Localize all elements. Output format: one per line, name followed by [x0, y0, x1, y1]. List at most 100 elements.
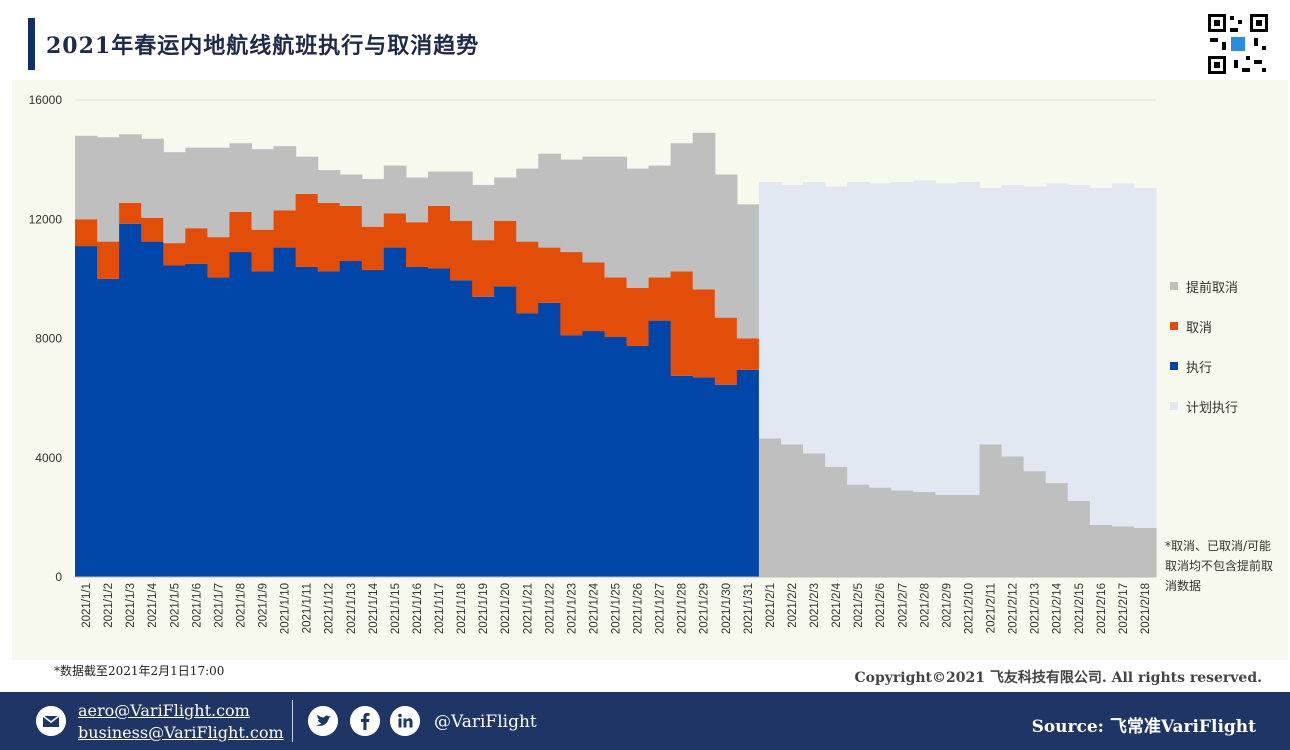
y-tick-label: 16000	[29, 93, 63, 107]
bar-segment-executed	[339, 260, 363, 577]
bar-segment-planned	[1067, 184, 1091, 501]
bar-segment-advance-cancel	[383, 165, 407, 214]
bar-segment-cancelled	[361, 226, 385, 270]
x-tick-label: 2021/2/14	[1052, 582, 1064, 634]
bar-segment-executed	[75, 246, 98, 578]
x-tick-label: 2021/2/7	[897, 583, 909, 628]
x-tick-label: 2021/1/20	[500, 583, 512, 634]
y-tick-label: 12000	[29, 212, 63, 226]
twitter-icon[interactable]	[308, 706, 338, 736]
bar-segment-planned	[1001, 184, 1025, 457]
x-tick-label: 2021/1/14	[368, 582, 380, 634]
x-tick-label: 2021/2/12	[1008, 583, 1020, 634]
x-tick-label: 2021/2/6	[875, 583, 887, 628]
bar-segment-executed	[295, 266, 319, 577]
x-tick-label: 2021/1/19	[478, 583, 490, 634]
x-tick-label: 2021/1/2	[103, 583, 115, 628]
x-tick-label: 2021/1/15	[390, 583, 402, 634]
footer-divider	[292, 700, 293, 742]
x-tick-label: 2021/2/2	[787, 583, 799, 628]
bar-segment-cancelled	[516, 241, 539, 314]
x-tick-label: 2021/1/3	[125, 583, 137, 628]
footer-bar: aero@VariFlight.com business@VariFlight.…	[0, 692, 1290, 750]
email-link-aero[interactable]: aero@VariFlight.com	[78, 701, 250, 720]
x-tick-label: 2021/2/4	[831, 582, 843, 627]
bar-segment-advance-cancel	[207, 147, 231, 238]
x-tick-label: 2021/2/10	[963, 583, 975, 634]
bar-segment-advance-cancel	[494, 177, 517, 221]
bar-segment-cancelled	[648, 277, 672, 321]
x-tick-label: 2021/1/21	[522, 583, 534, 634]
bar-segment-advance-cancel	[1067, 500, 1091, 577]
bar-segment-advance-cancel	[1001, 456, 1025, 577]
bar-segment-advance-cancel	[604, 156, 628, 278]
bar-segment-advance-cancel	[935, 495, 959, 577]
x-tick-label: 2021/2/15	[1074, 583, 1086, 634]
bar-segment-cancelled	[207, 237, 231, 278]
bar-segment-executed	[273, 247, 297, 577]
bar-segment-planned	[979, 187, 1003, 445]
legend-label: 计划执行	[1186, 400, 1239, 416]
bar-segment-planned	[780, 184, 804, 445]
bar-segment-advance-cancel	[979, 444, 1003, 577]
x-tick-label: 2021/2/3	[809, 583, 821, 628]
legend-item-planned: 计划执行	[1170, 396, 1238, 416]
x-tick-label: 2021/1/13	[346, 583, 358, 634]
x-tick-label: 2021/1/1	[81, 583, 93, 628]
bar-segment-executed	[538, 302, 561, 577]
bar-segment-executed	[560, 335, 584, 577]
bar-segment-cancelled	[582, 262, 606, 332]
bar-segment-cancelled	[273, 210, 297, 248]
bar-segment-executed	[427, 268, 451, 577]
x-tick-label: 2021/1/16	[412, 583, 424, 634]
bar-segment-cancelled	[141, 217, 164, 242]
bar-segment-cancelled	[626, 287, 650, 346]
chart-note: *取消、已取消/可能取消均不包含提前取消数据	[1165, 539, 1274, 593]
bar-segment-executed	[229, 252, 253, 577]
legend-label: 取消	[1186, 320, 1213, 336]
mail-icon	[36, 706, 66, 736]
x-tick-label: 2021/1/31	[743, 583, 755, 634]
x-tick-label: 2021/2/9	[941, 583, 953, 628]
bar-segment-executed	[714, 384, 738, 577]
x-tick-label: 2021/1/18	[456, 583, 468, 634]
contact-emails: aero@VariFlight.com business@VariFlight.…	[78, 700, 284, 744]
bar-segment-cancelled	[339, 205, 363, 261]
bar-segment-cancelled	[538, 247, 561, 303]
bar-segment-advance-cancel	[75, 135, 98, 220]
facebook-icon[interactable]	[350, 706, 380, 736]
bar-segment-executed	[494, 286, 517, 577]
bar-segment-executed	[736, 369, 760, 577]
bar-segment-executed	[516, 313, 539, 577]
legend-swatch	[1170, 402, 1178, 410]
bar-segment-planned	[1045, 183, 1069, 484]
bar-segment-executed	[207, 277, 231, 577]
bar-segment-advance-cancel	[582, 156, 606, 263]
legend-item-advance-cancel: 提前取消	[1170, 276, 1238, 296]
x-tick-label: 2021/2/18	[1140, 583, 1152, 634]
bar-segment-cancelled	[251, 229, 275, 272]
bar-segment-advance-cancel	[847, 484, 870, 577]
x-tick-label: 2021/1/29	[699, 583, 711, 634]
bar-segment-executed	[163, 265, 186, 577]
bar-segment-advance-cancel	[339, 174, 363, 206]
bar-segment-advance-cancel	[1089, 524, 1113, 577]
bar-segment-cancelled	[119, 202, 142, 224]
bar-segment-executed	[472, 296, 495, 577]
legend-swatch	[1170, 362, 1178, 370]
bar-segment-planned	[803, 181, 826, 454]
bar-segment-advance-cancel	[185, 147, 208, 229]
bar-segment-advance-cancel	[626, 168, 650, 288]
bar-segment-cancelled	[229, 211, 253, 253]
bar-segment-executed	[692, 377, 716, 577]
bar-segment-executed	[251, 271, 275, 577]
bar-segment-planned	[1111, 183, 1135, 527]
bar-segment-advance-cancel	[1111, 526, 1135, 577]
qr-code-icon	[1206, 12, 1270, 76]
copyright: Copyright©2021 飞友科技有限公司. All rights rese…	[854, 670, 1262, 686]
email-link-business[interactable]: business@VariFlight.com	[78, 723, 284, 742]
linkedin-icon[interactable]	[390, 706, 420, 736]
x-tick-label: 2021/2/5	[853, 583, 865, 628]
bar-segment-executed	[383, 247, 407, 577]
bar-segment-planned	[825, 186, 848, 467]
